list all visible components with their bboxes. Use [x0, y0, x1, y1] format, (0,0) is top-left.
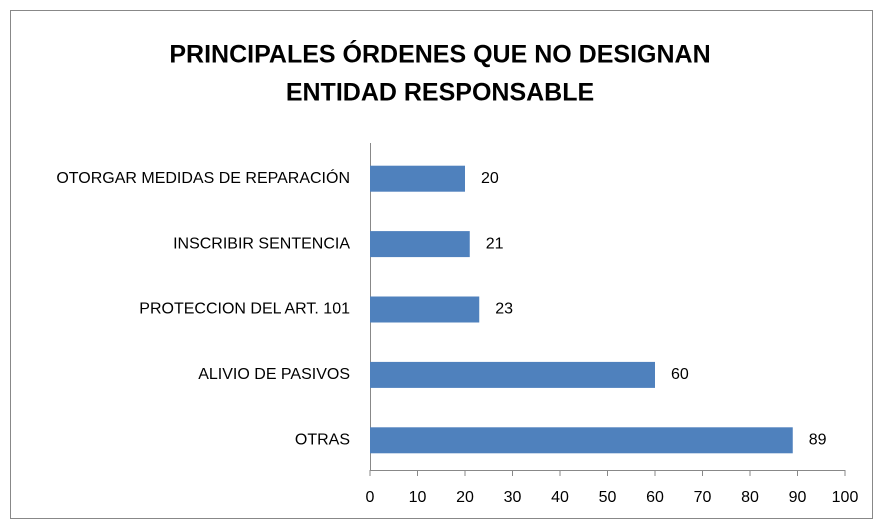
bar	[370, 427, 793, 454]
y-tick-label: OTORGAR MEDIDAS DE REPARACIÓN	[56, 168, 350, 187]
y-tick-label: ALIVIO DE PASIVOS	[198, 366, 350, 383]
chart-title: PRINCIPALES ÓRDENES QUE NO DESIGNAN	[169, 39, 710, 69]
data-label: 21	[486, 235, 504, 252]
bar	[370, 296, 480, 323]
x-tick-label: 20	[456, 489, 474, 506]
x-tick-label: 80	[741, 489, 759, 506]
x-tick-label: 60	[646, 489, 664, 506]
x-tick-label: 70	[694, 489, 712, 506]
data-label: 89	[809, 432, 827, 449]
x-tick-label: 30	[504, 489, 522, 506]
x-tick-label: 90	[789, 489, 807, 506]
x-tick-label: 50	[599, 489, 617, 506]
bar	[370, 361, 655, 388]
chart-title: ENTIDAD RESPONSABLE	[286, 79, 594, 107]
x-tick-label: 40	[551, 489, 569, 506]
bar	[370, 165, 465, 192]
bar	[370, 231, 470, 258]
data-label: 60	[671, 366, 689, 383]
y-tick-label: INSCRIBIR SENTENCIA	[173, 235, 350, 252]
x-tick-label: 0	[366, 489, 375, 506]
data-label: 20	[481, 170, 499, 187]
x-tick-label: 10	[409, 489, 427, 506]
data-label: 23	[495, 301, 513, 318]
y-tick-label: OTRAS	[295, 432, 350, 449]
x-tick-label: 100	[832, 489, 859, 506]
y-tick-label: PROTECCION DEL ART. 101	[139, 301, 350, 318]
